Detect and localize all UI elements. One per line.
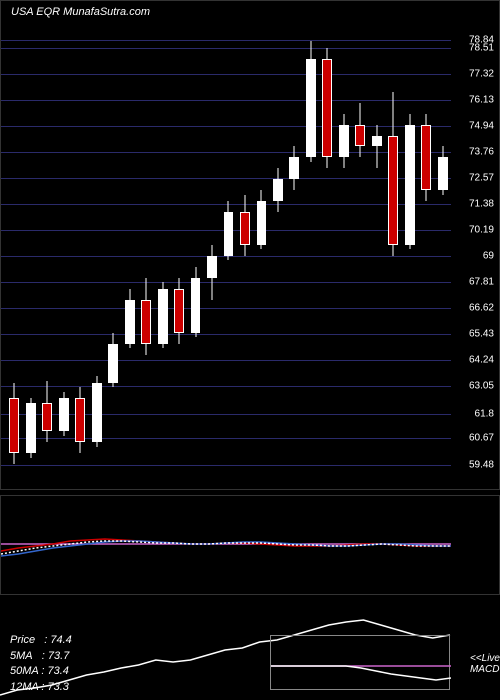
y-axis-label: 74.94 xyxy=(469,120,494,131)
y-axis-label: 73.76 xyxy=(469,146,494,157)
y-axis-label: 72.57 xyxy=(469,172,494,183)
y-axis-label: 76.13 xyxy=(469,94,494,105)
candle xyxy=(388,1,398,491)
chart-title: USA EQR MunafaSutra.com xyxy=(11,6,150,18)
candle xyxy=(257,1,267,491)
candle xyxy=(191,1,201,491)
macd-inset-lines xyxy=(271,636,451,691)
indicator-lines xyxy=(1,496,500,596)
candle xyxy=(372,1,382,491)
candle xyxy=(273,1,283,491)
candle xyxy=(306,1,316,491)
y-axis-label: 64.24 xyxy=(469,355,494,366)
y-axis-label: 78.51 xyxy=(469,42,494,53)
candle xyxy=(42,1,52,491)
ma50-label: 50MA xyxy=(10,665,38,677)
candle xyxy=(207,1,217,491)
y-axis-label: 69 xyxy=(483,251,494,262)
y-axis-label: 59.48 xyxy=(469,459,494,470)
candle xyxy=(108,1,118,491)
y-axis-label: 71.38 xyxy=(469,198,494,209)
y-axis-label: 65.43 xyxy=(469,329,494,340)
candlestick-chart: USA EQR MunafaSutra.com 78.8478.5177.327… xyxy=(0,0,500,490)
y-axis-label: 66.62 xyxy=(469,303,494,314)
ma12-label: 12MA xyxy=(10,681,38,693)
candle xyxy=(421,1,431,491)
candle xyxy=(339,1,349,491)
stats-block: Price : 74.4 5MA : 73.7 50MA : 73.4 12MA… xyxy=(10,633,72,695)
macd-panel: <<Live MACD Price : 74.4 5MA : 73.7 50MA… xyxy=(0,600,500,700)
candle xyxy=(322,1,332,491)
ma12-value: 73.3 xyxy=(48,681,69,693)
y-axis-label: 61.8 xyxy=(475,408,494,419)
candle xyxy=(125,1,135,491)
price-value: 74.4 xyxy=(50,634,71,646)
candle xyxy=(355,1,365,491)
macd-inset-box xyxy=(270,635,450,690)
y-axis-label: 77.32 xyxy=(469,68,494,79)
macd-label: <<Live MACD xyxy=(470,653,500,675)
candle xyxy=(405,1,415,491)
candle xyxy=(158,1,168,491)
candle xyxy=(75,1,85,491)
candle xyxy=(438,1,448,491)
y-axis-label: 67.81 xyxy=(469,277,494,288)
y-axis-label: 63.05 xyxy=(469,381,494,392)
y-axis-label: 70.19 xyxy=(469,224,494,235)
candle xyxy=(141,1,151,491)
ma5-value: 73.7 xyxy=(48,650,69,662)
candle xyxy=(9,1,19,491)
candle xyxy=(224,1,234,491)
candle xyxy=(59,1,69,491)
indicator-panel xyxy=(0,495,500,595)
ma50-value: 73.4 xyxy=(48,665,69,677)
candle xyxy=(240,1,250,491)
y-axis-label: 60.67 xyxy=(469,433,494,444)
candle xyxy=(174,1,184,491)
price-label: Price xyxy=(10,634,35,646)
ma5-label: 5MA xyxy=(10,650,33,662)
candle xyxy=(92,1,102,491)
candle xyxy=(289,1,299,491)
candle xyxy=(26,1,36,491)
